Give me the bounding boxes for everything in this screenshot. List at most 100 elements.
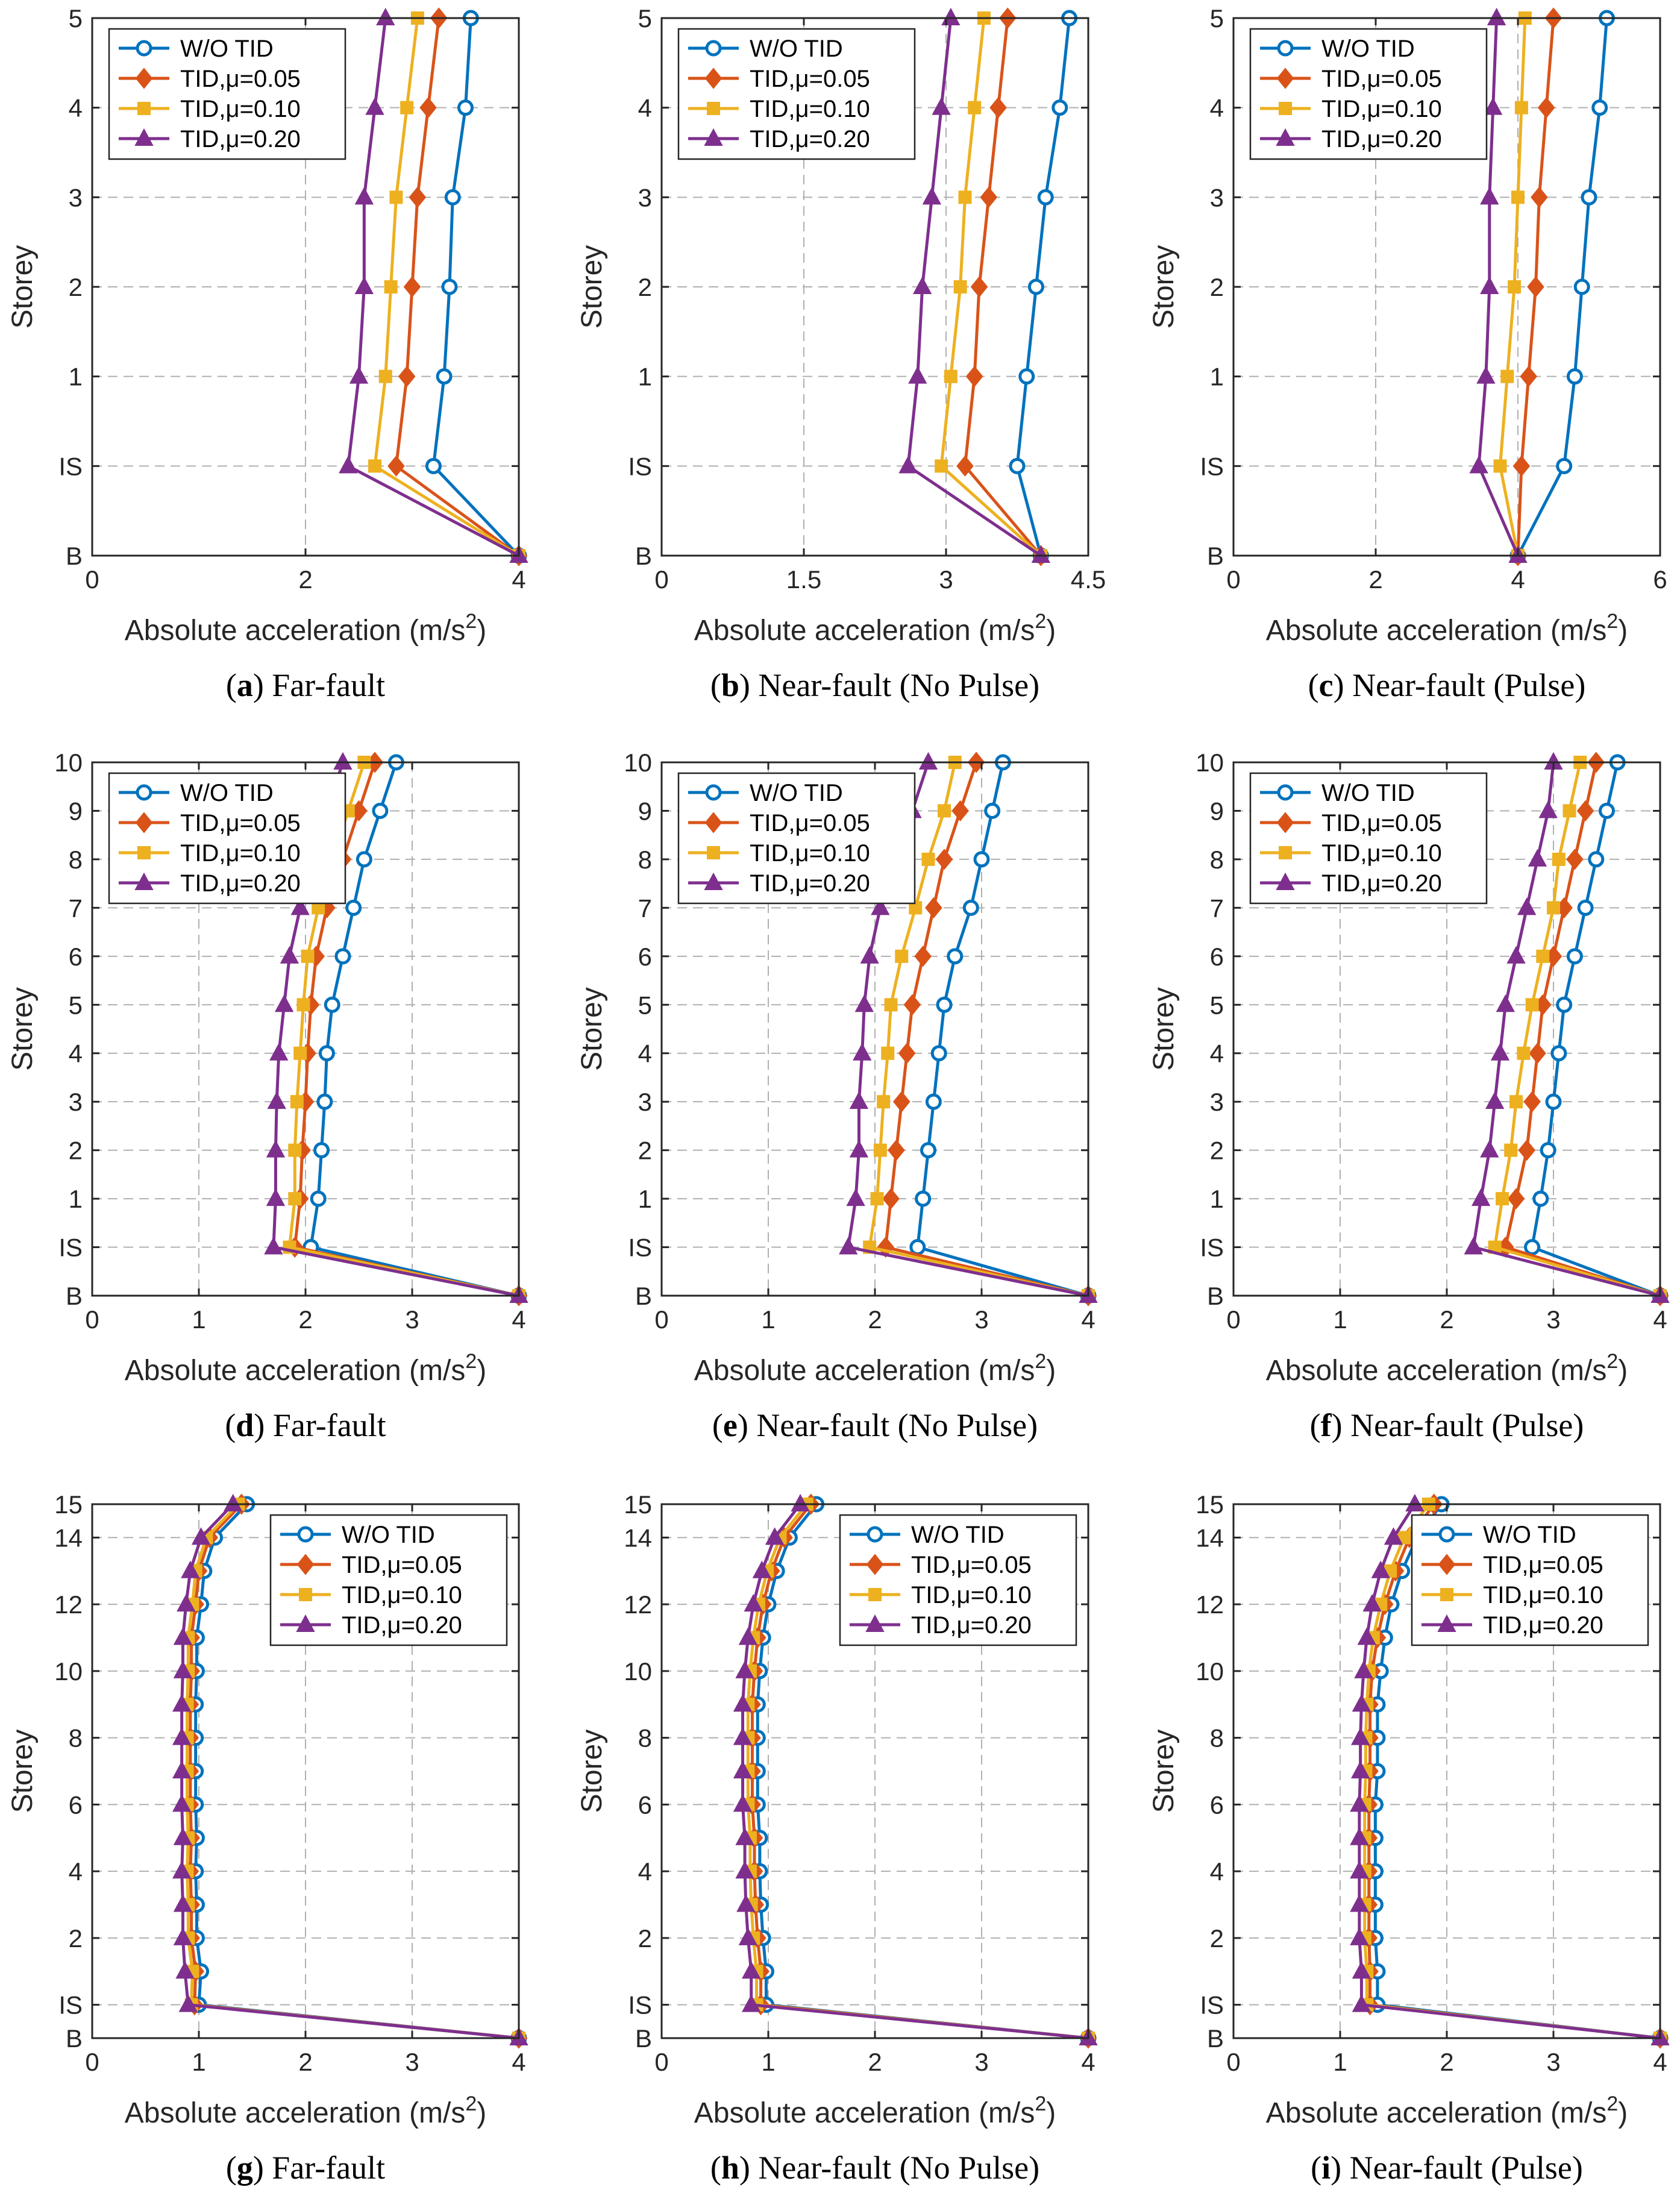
data-point [903, 994, 921, 1015]
data-point [1031, 545, 1051, 563]
data-point [1018, 368, 1035, 385]
legend-marker [866, 1554, 884, 1575]
legend-marker [704, 872, 723, 890]
y-tick-label: IS [58, 452, 83, 480]
x-axis-label: Absolute acceleration (m/s2) [1266, 2092, 1628, 2129]
y-tick-label: 12 [624, 1590, 652, 1619]
y-tick-label: IS [628, 452, 652, 480]
y-tick-label: 1 [69, 1185, 83, 1213]
data-point [1532, 1190, 1549, 1207]
legend: W/O TID TID,μ=0.05 TID,μ=0.10 TID,μ=0.20 [269, 1514, 508, 1646]
x-tick-label: 4.5 [1071, 565, 1106, 594]
data-point [968, 101, 982, 115]
data-point [172, 1727, 192, 1745]
data-point [915, 1190, 932, 1207]
data-point [938, 804, 951, 818]
data-point [1545, 1093, 1562, 1110]
legend-label: TID,μ=0.05 [180, 810, 301, 836]
x-tick-label: 2 [298, 1305, 312, 1334]
y-axis-label: Storey [1148, 1730, 1180, 1813]
data-point [1471, 1188, 1491, 1206]
x-axis-label: Absolute acceleration (m/s2) [1266, 1350, 1628, 1387]
data-point [860, 946, 879, 964]
data-point [354, 276, 374, 294]
data-point [870, 1192, 884, 1206]
series-line-1 [884, 762, 1089, 1297]
x-tick-label: 0 [654, 1305, 668, 1334]
chart-a: 0 2 4 B IS 1 2 3 4 5 Absolute acceleration (m/s2) S… [7, 4, 528, 703]
y-tick-label: 2 [638, 1137, 652, 1165]
data-point [444, 189, 461, 206]
panel-caption: (b) Near-fault (No Pulse) [710, 667, 1039, 703]
data-point [173, 1660, 193, 1678]
legend: W/O TID TID,μ=0.05 TID,μ=0.10 TID,μ=0.20 [1249, 772, 1488, 905]
legend-marker [1276, 872, 1295, 890]
data-point [173, 1827, 193, 1845]
data-point [1371, 1560, 1390, 1578]
data-point [293, 1046, 307, 1060]
legend-marker [297, 1526, 314, 1543]
y-tick-label: 3 [638, 183, 652, 212]
data-point [1490, 1043, 1510, 1061]
y-tick-label: 10 [54, 748, 83, 777]
legend-label: TID,μ=0.10 [180, 96, 301, 122]
series-line-0 [309, 762, 519, 1297]
data-point [1552, 852, 1566, 866]
data-point [378, 369, 392, 383]
legend-label: TID,μ=0.20 [1321, 870, 1442, 897]
data-point [888, 1140, 905, 1161]
y-tick-label: 12 [54, 1590, 83, 1619]
data-point [989, 97, 1007, 119]
data-point [918, 751, 938, 770]
y-tick-label: 10 [624, 1657, 652, 1686]
legend-label: TID,μ=0.05 [180, 66, 301, 92]
data-point [316, 1093, 333, 1110]
data-point [398, 366, 416, 387]
legend: W/O TID TID,μ=0.05 TID,μ=0.10 TID,μ=0.20 [839, 1514, 1077, 1646]
data-point [290, 897, 310, 915]
y-tick-label: 6 [1210, 943, 1224, 971]
x-axis-label: Absolute acceleration (m/s2) [694, 2092, 1056, 2129]
data-point [920, 1142, 936, 1159]
panel-caption: (f) Near-fault (Pulse) [1310, 1407, 1584, 1443]
data-point [1540, 1142, 1556, 1159]
legend-label: W/O TID [180, 36, 274, 62]
legend-label: TID,μ=0.10 [911, 1582, 1032, 1608]
legend-marker [1276, 812, 1294, 833]
y-tick-label: IS [1200, 1991, 1224, 2019]
data-point [1517, 1046, 1531, 1060]
data-point [881, 1046, 895, 1060]
legend-marker [704, 128, 723, 146]
panel-caption: (e) Near-fault (No Pulse) [712, 1407, 1038, 1443]
data-point [269, 1043, 289, 1061]
y-tick-label: 10 [54, 1657, 83, 1686]
y-tick-label: 2 [69, 1924, 83, 1953]
data-point [752, 1560, 772, 1578]
data-point [1480, 276, 1499, 294]
x-tick-label: 1 [1333, 1305, 1347, 1334]
y-tick-label: 4 [1210, 94, 1224, 122]
data-point [1599, 802, 1615, 819]
data-point [1528, 849, 1547, 867]
data-point [922, 187, 942, 205]
legend-marker [1277, 40, 1294, 57]
data-point [1405, 1493, 1425, 1511]
x-tick-label: 1 [192, 1305, 205, 1334]
legend-marker [134, 872, 154, 890]
data-point [1009, 457, 1026, 474]
data-point [301, 949, 315, 963]
data-point [1550, 1045, 1567, 1062]
y-tick-label: B [66, 2024, 83, 2053]
y-tick-label: 3 [1210, 183, 1224, 212]
y-tick-label: 3 [638, 1088, 652, 1116]
data-point [274, 994, 294, 1012]
legend: W/O TID TID,μ=0.05 TID,μ=0.10 TID,μ=0.20 [1411, 1514, 1649, 1646]
y-axis-label: Storey [1148, 245, 1180, 329]
y-axis-label: Storey [1148, 987, 1180, 1071]
data-point [172, 1694, 192, 1712]
data-point [909, 901, 923, 915]
x-axis-label: Absolute acceleration (m/s2) [125, 1350, 487, 1387]
y-tick-label: 8 [638, 846, 652, 874]
legend-label: W/O TID [1321, 780, 1415, 806]
y-tick-label: 5 [1210, 4, 1224, 33]
